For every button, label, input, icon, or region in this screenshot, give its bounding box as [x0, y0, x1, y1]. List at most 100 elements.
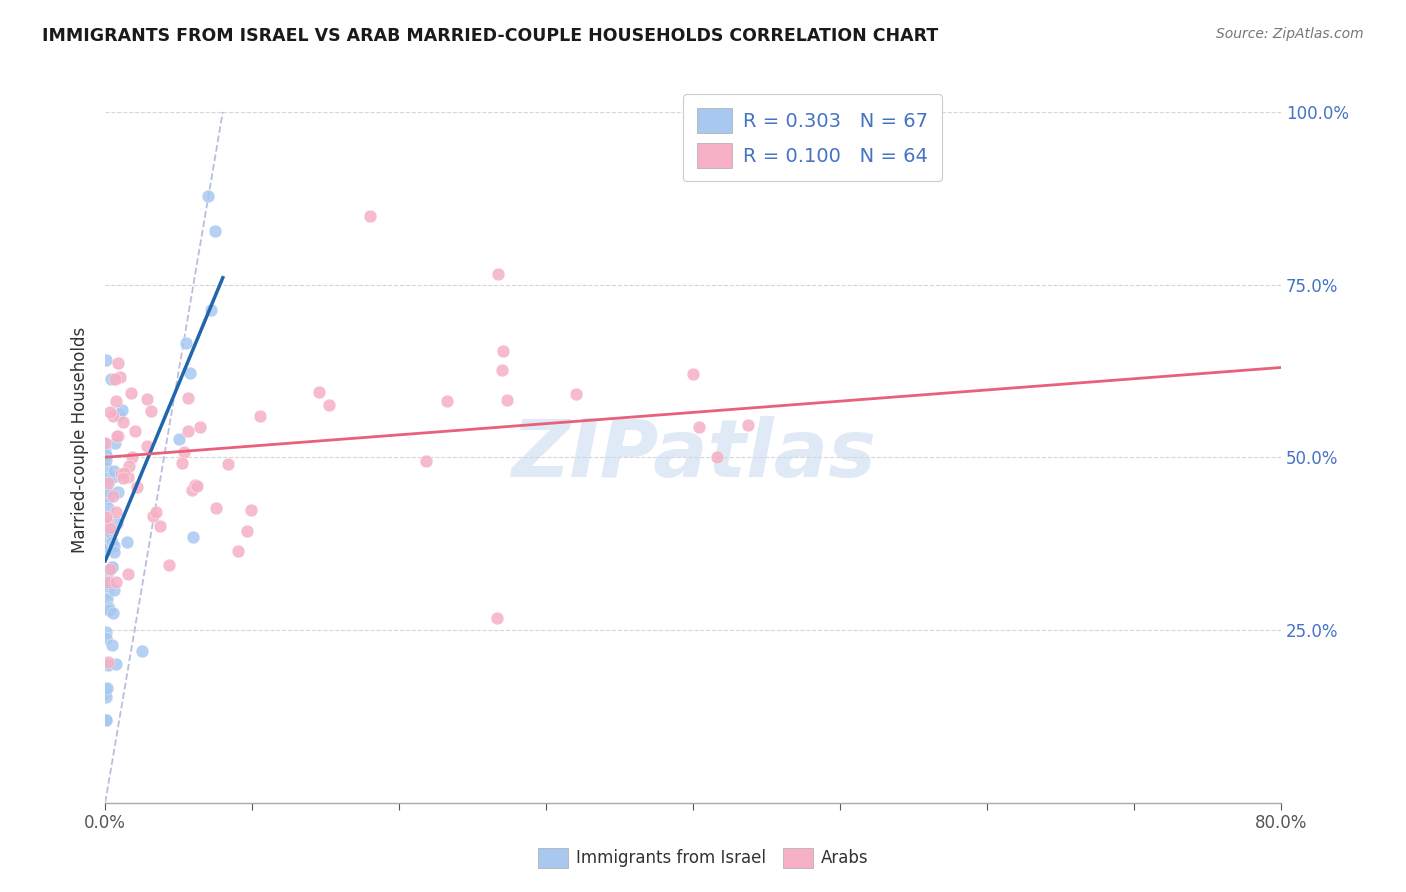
Point [94, 713, 117, 727]
Point [174, 336, 197, 351]
Point [104, 394, 127, 409]
Point [94, 436, 117, 450]
Point [103, 539, 125, 553]
Point [103, 489, 125, 503]
Point [94, 524, 117, 539]
Point [492, 344, 515, 359]
Legend: R = 0.303   N = 67, R = 0.100   N = 64: R = 0.303 N = 67, R = 0.100 N = 64 [683, 95, 942, 181]
Point [96, 512, 118, 526]
Point [107, 429, 129, 443]
Point [145, 505, 167, 519]
Point [101, 470, 124, 484]
Point [94, 686, 117, 700]
Point [217, 457, 239, 471]
Point [180, 483, 202, 497]
Point [167, 432, 190, 446]
Point [94, 443, 117, 458]
Point [188, 420, 211, 434]
Point [97, 475, 120, 490]
Point [94, 681, 117, 696]
Point [97, 600, 120, 615]
Point [112, 471, 135, 485]
Point [96, 537, 118, 551]
Text: IMMIGRANTS FROM ISRAEL VS ARAB MARRIED-COUPLE HOUSEHOLDS CORRELATION CHART: IMMIGRANTS FROM ISRAEL VS ARAB MARRIED-C… [42, 27, 938, 45]
Point [121, 450, 143, 464]
Point [170, 456, 193, 470]
Point [96, 681, 118, 695]
Point [96, 471, 118, 485]
Point [104, 436, 127, 450]
Point [94, 516, 117, 531]
Point [135, 439, 157, 453]
Point [94, 510, 117, 524]
Point [97, 658, 120, 673]
Point [186, 479, 208, 493]
Point [688, 419, 710, 434]
Point [103, 582, 125, 597]
Point [359, 209, 381, 223]
Point [97, 574, 120, 589]
Point [103, 409, 125, 423]
Point [308, 384, 330, 399]
Point [117, 535, 139, 549]
Point [112, 466, 135, 480]
Point [112, 415, 135, 429]
Text: ZIPatlas: ZIPatlas [510, 416, 876, 493]
Point [101, 534, 124, 549]
Point [108, 408, 131, 422]
Text: Source: ZipAtlas.com: Source: ZipAtlas.com [1216, 27, 1364, 41]
Point [415, 454, 437, 468]
Point [104, 372, 127, 386]
Point [101, 560, 124, 574]
Point [125, 480, 148, 494]
Point [97, 579, 120, 593]
Point [105, 516, 128, 531]
Point [94, 625, 117, 640]
Point [103, 545, 125, 559]
Point [101, 639, 124, 653]
Point [131, 643, 153, 657]
Point [97, 491, 120, 505]
Point [249, 409, 271, 423]
Point [486, 611, 509, 625]
Point [179, 367, 201, 381]
Point [98, 486, 121, 500]
Point [94, 353, 117, 368]
Point [107, 484, 129, 499]
Point [177, 425, 200, 439]
Point [173, 445, 195, 459]
Point [318, 399, 340, 413]
Point [495, 392, 517, 407]
Point [103, 606, 125, 620]
Point [110, 467, 132, 481]
Point [94, 526, 117, 541]
Point [96, 713, 118, 727]
Point [97, 602, 120, 616]
Point [108, 370, 131, 384]
Point [97, 500, 120, 515]
Point [239, 502, 262, 516]
Point [184, 478, 207, 492]
Point [96, 474, 118, 488]
Point [226, 544, 249, 558]
Point [236, 524, 259, 539]
Point [197, 189, 219, 203]
Legend: Immigrants from Israel, Arabs: Immigrants from Israel, Arabs [531, 841, 875, 875]
Point [100, 559, 122, 574]
Point [94, 436, 117, 450]
Point [94, 448, 117, 462]
Point [94, 600, 117, 615]
Point [96, 585, 118, 599]
Point [120, 386, 142, 401]
Point [124, 425, 146, 439]
Point [200, 303, 222, 318]
Point [111, 403, 134, 417]
Point [177, 392, 200, 406]
Point [96, 521, 118, 535]
Point [149, 518, 172, 533]
Point [105, 429, 128, 443]
Point [107, 356, 129, 370]
Point [94, 713, 117, 727]
Point [205, 500, 228, 515]
Point [117, 470, 139, 484]
